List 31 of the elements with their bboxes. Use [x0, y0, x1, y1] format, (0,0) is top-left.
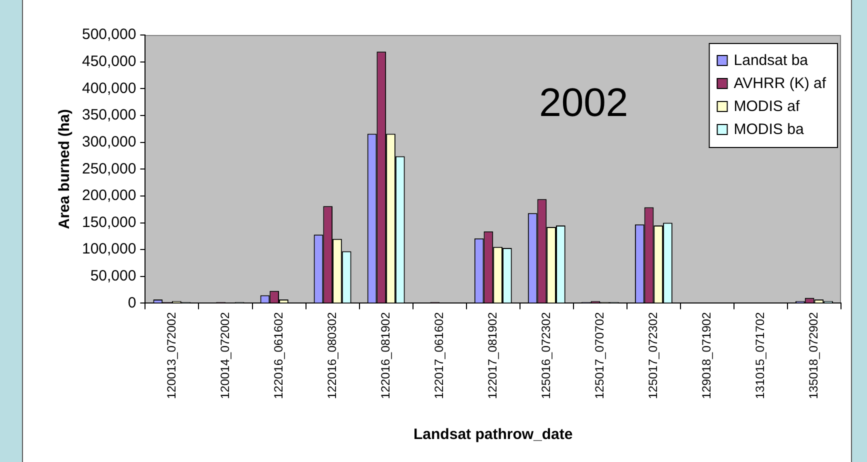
legend-label: AVHRR (K) af: [734, 75, 827, 92]
x-tick-label: 135018_072902: [806, 312, 821, 400]
x-tick-label: 120014_072002: [218, 312, 232, 400]
x-tick-label: 129018_071902: [700, 312, 714, 400]
y-tick-label: 150,000: [82, 214, 136, 231]
x-tick-label: 122017_061602: [432, 312, 446, 400]
x-tick-label: 122016_080302: [324, 312, 339, 400]
y-tick-label: 400,000: [82, 80, 136, 97]
y-tick-label: 250,000: [82, 160, 136, 178]
y-tick-label: 200,000: [82, 187, 136, 204]
y-tick-label: 0: [128, 294, 136, 312]
x-tick-label: 131015_071702: [753, 312, 768, 400]
x-tick-label: 122017_081902: [485, 312, 500, 400]
x-axis-title: Landsat pathrow_date: [414, 426, 573, 444]
legend-label: Landsat ba: [734, 52, 809, 70]
x-tick-label: 120013_072002: [164, 312, 178, 400]
y-tick-label: 300,000: [82, 133, 136, 150]
y-axis-title: Area burned (ha): [56, 109, 74, 230]
x-tick-label: 125016_072302: [538, 312, 553, 400]
annotation: 2002: [539, 81, 628, 126]
x-tick-label: 122016_061602: [271, 312, 286, 400]
x-tick-label: 125017_072302: [646, 312, 660, 400]
y-tick-label: 350,000: [82, 106, 136, 124]
legend-label: MODIS ba: [734, 121, 804, 138]
y-tick-label: 500,000: [82, 26, 136, 44]
y-tick-label: 100,000: [82, 240, 136, 258]
legend-label: MODIS af: [734, 98, 800, 116]
y-tick-label: 50,000: [90, 268, 136, 285]
x-tick-label: 122016_081902: [378, 312, 392, 400]
x-tick-label: 125017_070702: [592, 312, 606, 400]
y-tick-label: 450,000: [82, 52, 136, 70]
